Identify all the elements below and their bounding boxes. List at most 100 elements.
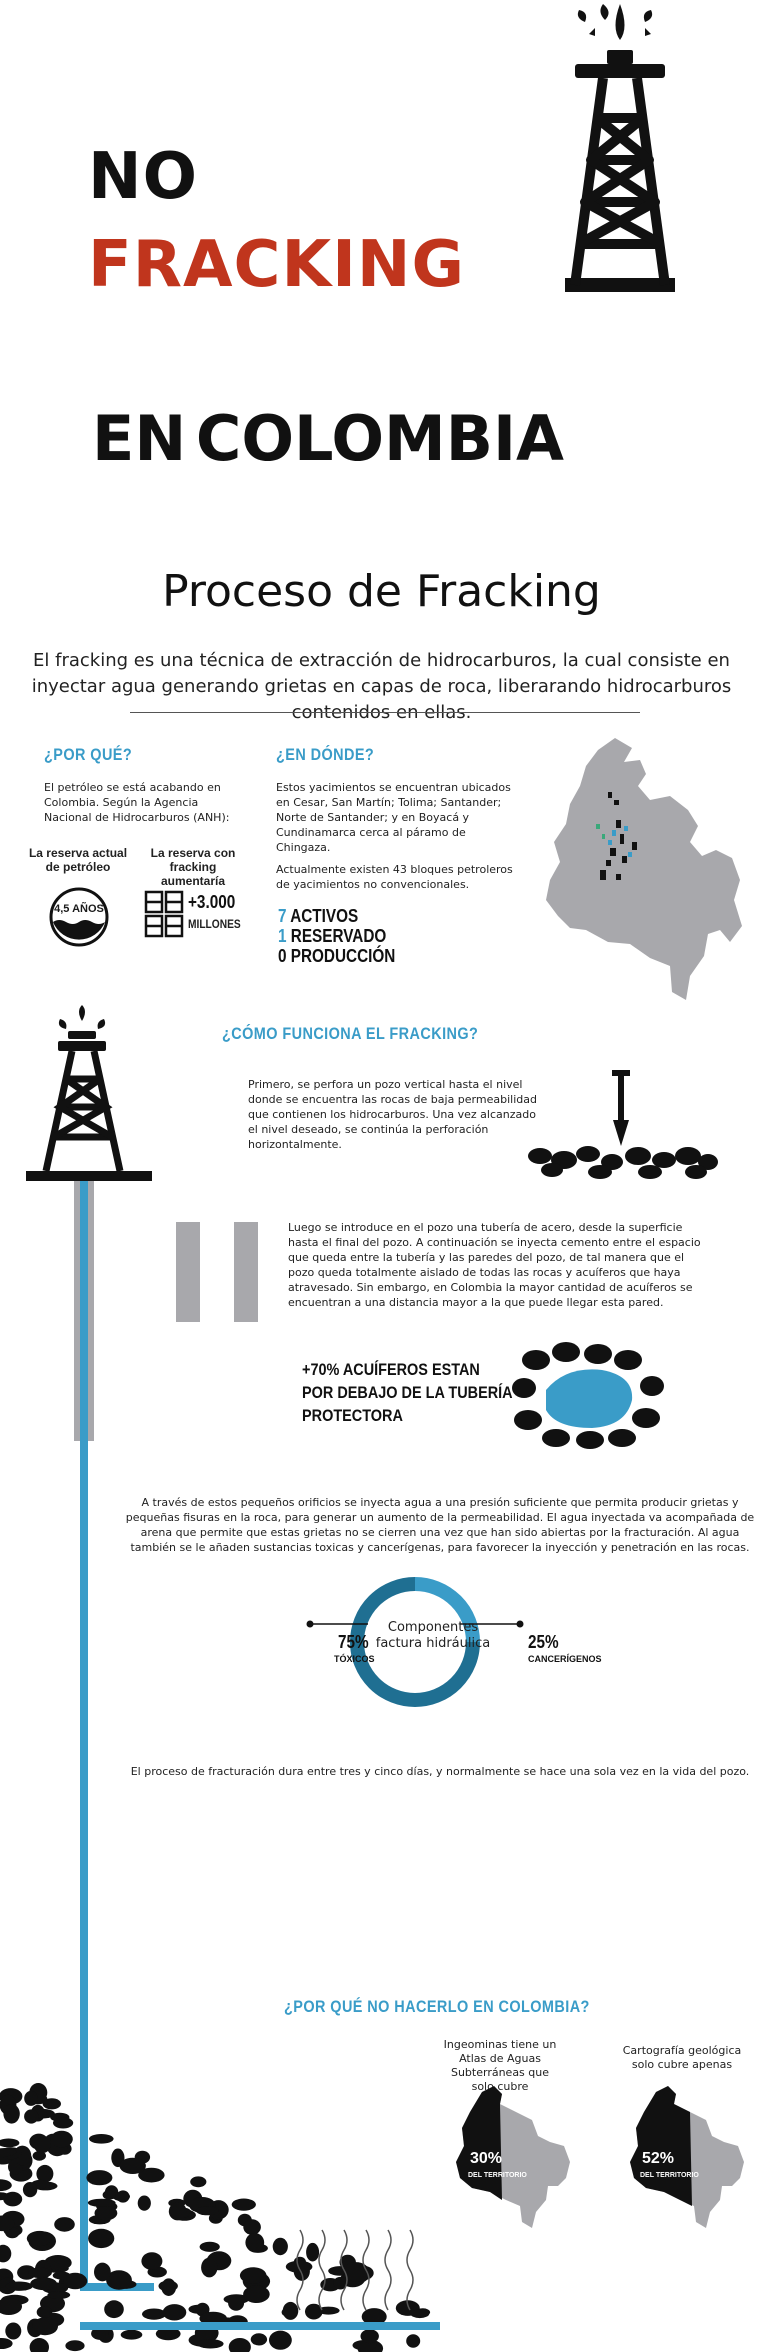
rock xyxy=(22,2182,38,2198)
components-donut-chart xyxy=(306,1577,524,1707)
rock xyxy=(87,2198,116,2207)
rock xyxy=(36,2164,54,2183)
rock xyxy=(228,2338,251,2352)
drill-rocks-illustration xyxy=(528,1070,718,1179)
rock xyxy=(94,2262,111,2282)
rock xyxy=(245,2233,265,2252)
toxic-label: TÓXICOS xyxy=(334,1654,375,1664)
step3-text: A través de estos pequeños orificios se … xyxy=(125,1496,755,1554)
donut-slice-cancerigenos xyxy=(414,1577,480,1643)
rock xyxy=(65,2340,85,2352)
rock xyxy=(305,2303,323,2320)
rock xyxy=(89,2134,114,2144)
hero-fracking: FRACKING xyxy=(88,228,465,302)
rock xyxy=(63,2272,88,2290)
stat-70-line1: +70% ACUÍFEROS ESTAN xyxy=(302,1360,480,1379)
stat-70-line2: POR DEBAJO DE LA TUBERÍA xyxy=(302,1383,513,1402)
en-donde-text-1: Estos yacimientos se encuentran ubicados… xyxy=(276,781,511,854)
rock xyxy=(137,2195,151,2211)
rock xyxy=(0,2244,12,2263)
rock xyxy=(0,2138,20,2148)
rock xyxy=(112,2191,130,2202)
rock xyxy=(342,2262,370,2282)
map-30pct xyxy=(456,2086,570,2228)
rock xyxy=(32,2317,58,2336)
rock xyxy=(5,2322,22,2340)
hero-colombia: EN COLOMBIA xyxy=(92,402,565,475)
fracture-mark xyxy=(318,2229,326,2311)
rock xyxy=(102,2190,116,2200)
rock xyxy=(24,2090,38,2106)
oil-derrick-icon xyxy=(565,4,675,292)
intro-text: El fracking es una técnica de extracción… xyxy=(31,650,732,723)
right-pct: 52% xyxy=(642,2150,675,2167)
reserve-gauge-icon xyxy=(49,887,109,947)
rock xyxy=(250,2333,268,2346)
fracture-mark xyxy=(296,2229,304,2311)
rock xyxy=(0,2338,13,2349)
rock xyxy=(272,2237,288,2256)
section-heading-por-que: ¿POR QUÉ? xyxy=(44,745,133,764)
cancer-label: CANCERÍGENOS xyxy=(528,1654,602,1664)
fracture-mark xyxy=(340,2229,348,2311)
left-pct: 30% xyxy=(470,2150,503,2167)
aquifer-illustration xyxy=(512,1342,664,1449)
rock xyxy=(199,2311,227,2326)
rock xyxy=(88,2228,115,2249)
rock xyxy=(36,2306,53,2319)
rock xyxy=(306,2242,320,2262)
rock xyxy=(28,2267,52,2279)
legend-reservado: 1 RESERVADO xyxy=(278,926,387,946)
toxic-pct: 75% xyxy=(338,1632,369,1652)
rock xyxy=(26,2230,52,2247)
fracking-unit: MILLONES xyxy=(188,917,241,931)
legend-activos: 7 ACTIVOS xyxy=(278,906,359,926)
duration-text: El proceso de fracturación dura entre tr… xyxy=(130,1765,750,1778)
en-donde-text-2: Actualmente existen 43 bloques petrolero… xyxy=(276,863,513,891)
horizontal-pipe xyxy=(80,2322,440,2330)
rock xyxy=(239,2267,267,2284)
rock xyxy=(42,2098,61,2110)
underground-rocks xyxy=(0,2083,440,2352)
rock xyxy=(0,2298,22,2315)
rock xyxy=(317,2306,340,2315)
rock xyxy=(29,2338,49,2352)
rock xyxy=(243,2285,270,2303)
rock xyxy=(5,2281,33,2291)
fracking-value: +3.000 xyxy=(188,892,236,912)
donut-slices xyxy=(350,1577,480,1707)
rock xyxy=(231,2198,256,2211)
rock xyxy=(361,2308,387,2326)
rock xyxy=(155,2327,181,2341)
rock xyxy=(94,2205,118,2221)
divider xyxy=(130,712,640,713)
fracture-mark xyxy=(406,2229,414,2311)
rock xyxy=(44,2255,72,2271)
steel-pipe-icon xyxy=(176,1222,258,1322)
page-title: Proceso de Fracking xyxy=(162,566,601,617)
rock xyxy=(53,2117,74,2129)
rock xyxy=(410,2309,430,2319)
rock xyxy=(199,2241,220,2252)
stat-70-line3: PROTECTORA xyxy=(302,1406,403,1425)
rock xyxy=(406,2334,421,2348)
rock xyxy=(119,2157,146,2174)
rock xyxy=(24,2109,39,2124)
map-52pct xyxy=(630,2086,744,2228)
rock xyxy=(243,2219,261,2235)
rock xyxy=(141,2252,163,2270)
rock xyxy=(50,2130,73,2148)
rock xyxy=(228,2295,245,2311)
hero-no: NO xyxy=(88,140,198,214)
donut-label: Componentes factura hidráulica xyxy=(375,1620,491,1651)
legend-produccion: 0 PRODUCCIÓN xyxy=(278,946,396,966)
right-note: Cartografía geológica solo cubre apenas xyxy=(622,2044,742,2071)
left-sub: DEL TERRITORIO xyxy=(468,2172,527,2179)
rock xyxy=(333,2276,348,2290)
section-heading-porque-no: ¿POR QUÉ NO HACERLO EN COLOMBIA? xyxy=(284,1997,590,2016)
fracture-mark xyxy=(362,2229,370,2311)
rock xyxy=(5,2227,20,2239)
rock xyxy=(281,2307,297,2318)
toxic-leader-dot xyxy=(306,1620,314,1628)
fracture-mark xyxy=(384,2229,392,2311)
